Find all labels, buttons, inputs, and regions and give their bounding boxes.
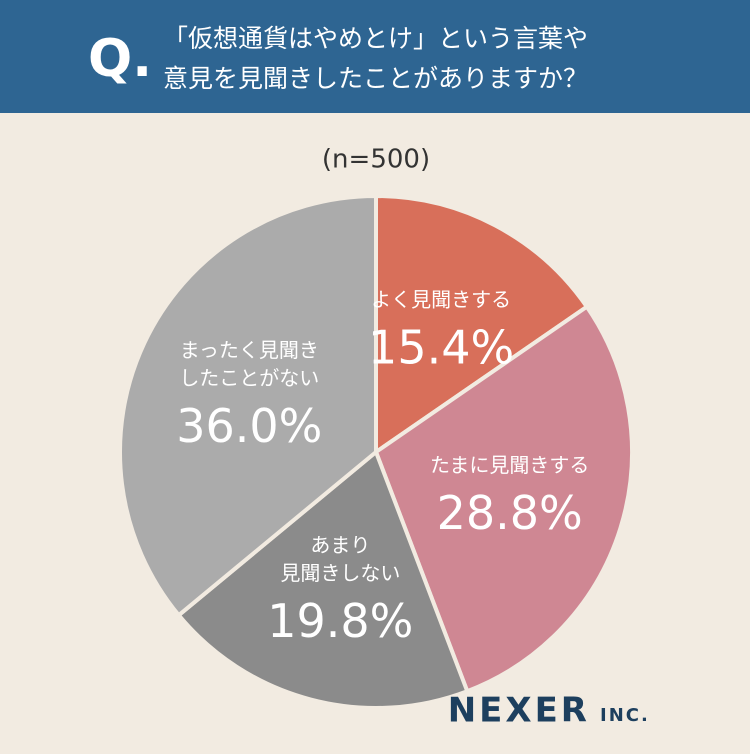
slice-category-label: よく見聞きする [371, 288, 511, 312]
slice-category-label: たまに見聞きする [430, 453, 589, 477]
pie-slice [118, 194, 378, 618]
slice-category-label: したことがない [179, 366, 319, 390]
title-line: 「仮想通貨はやめとけ」という言葉や [163, 24, 588, 53]
slice-value-label: 19.8% [267, 594, 413, 648]
slice-category-label: まったく見聞き [180, 338, 319, 362]
slice-value-label: 36.0% [176, 399, 322, 453]
slice-value-label: 28.8% [437, 486, 583, 540]
pie [118, 194, 634, 710]
pie-slice [176, 450, 470, 710]
slice-value-label: 15.4% [368, 321, 514, 375]
pie-slice [374, 304, 634, 694]
slice-category-label: あまり [310, 533, 370, 557]
logo-suffix: INC. [600, 705, 650, 726]
question-mark: Q. [88, 29, 152, 89]
title-line: 意見を見聞きしたことがありますか？ [163, 64, 588, 93]
subtitle: (n=500) [322, 145, 430, 175]
header-band [0, 0, 750, 113]
logo: NEXER [448, 691, 590, 731]
slice-category-label: 見聞きしない [280, 561, 400, 585]
pie-slice [374, 194, 589, 454]
